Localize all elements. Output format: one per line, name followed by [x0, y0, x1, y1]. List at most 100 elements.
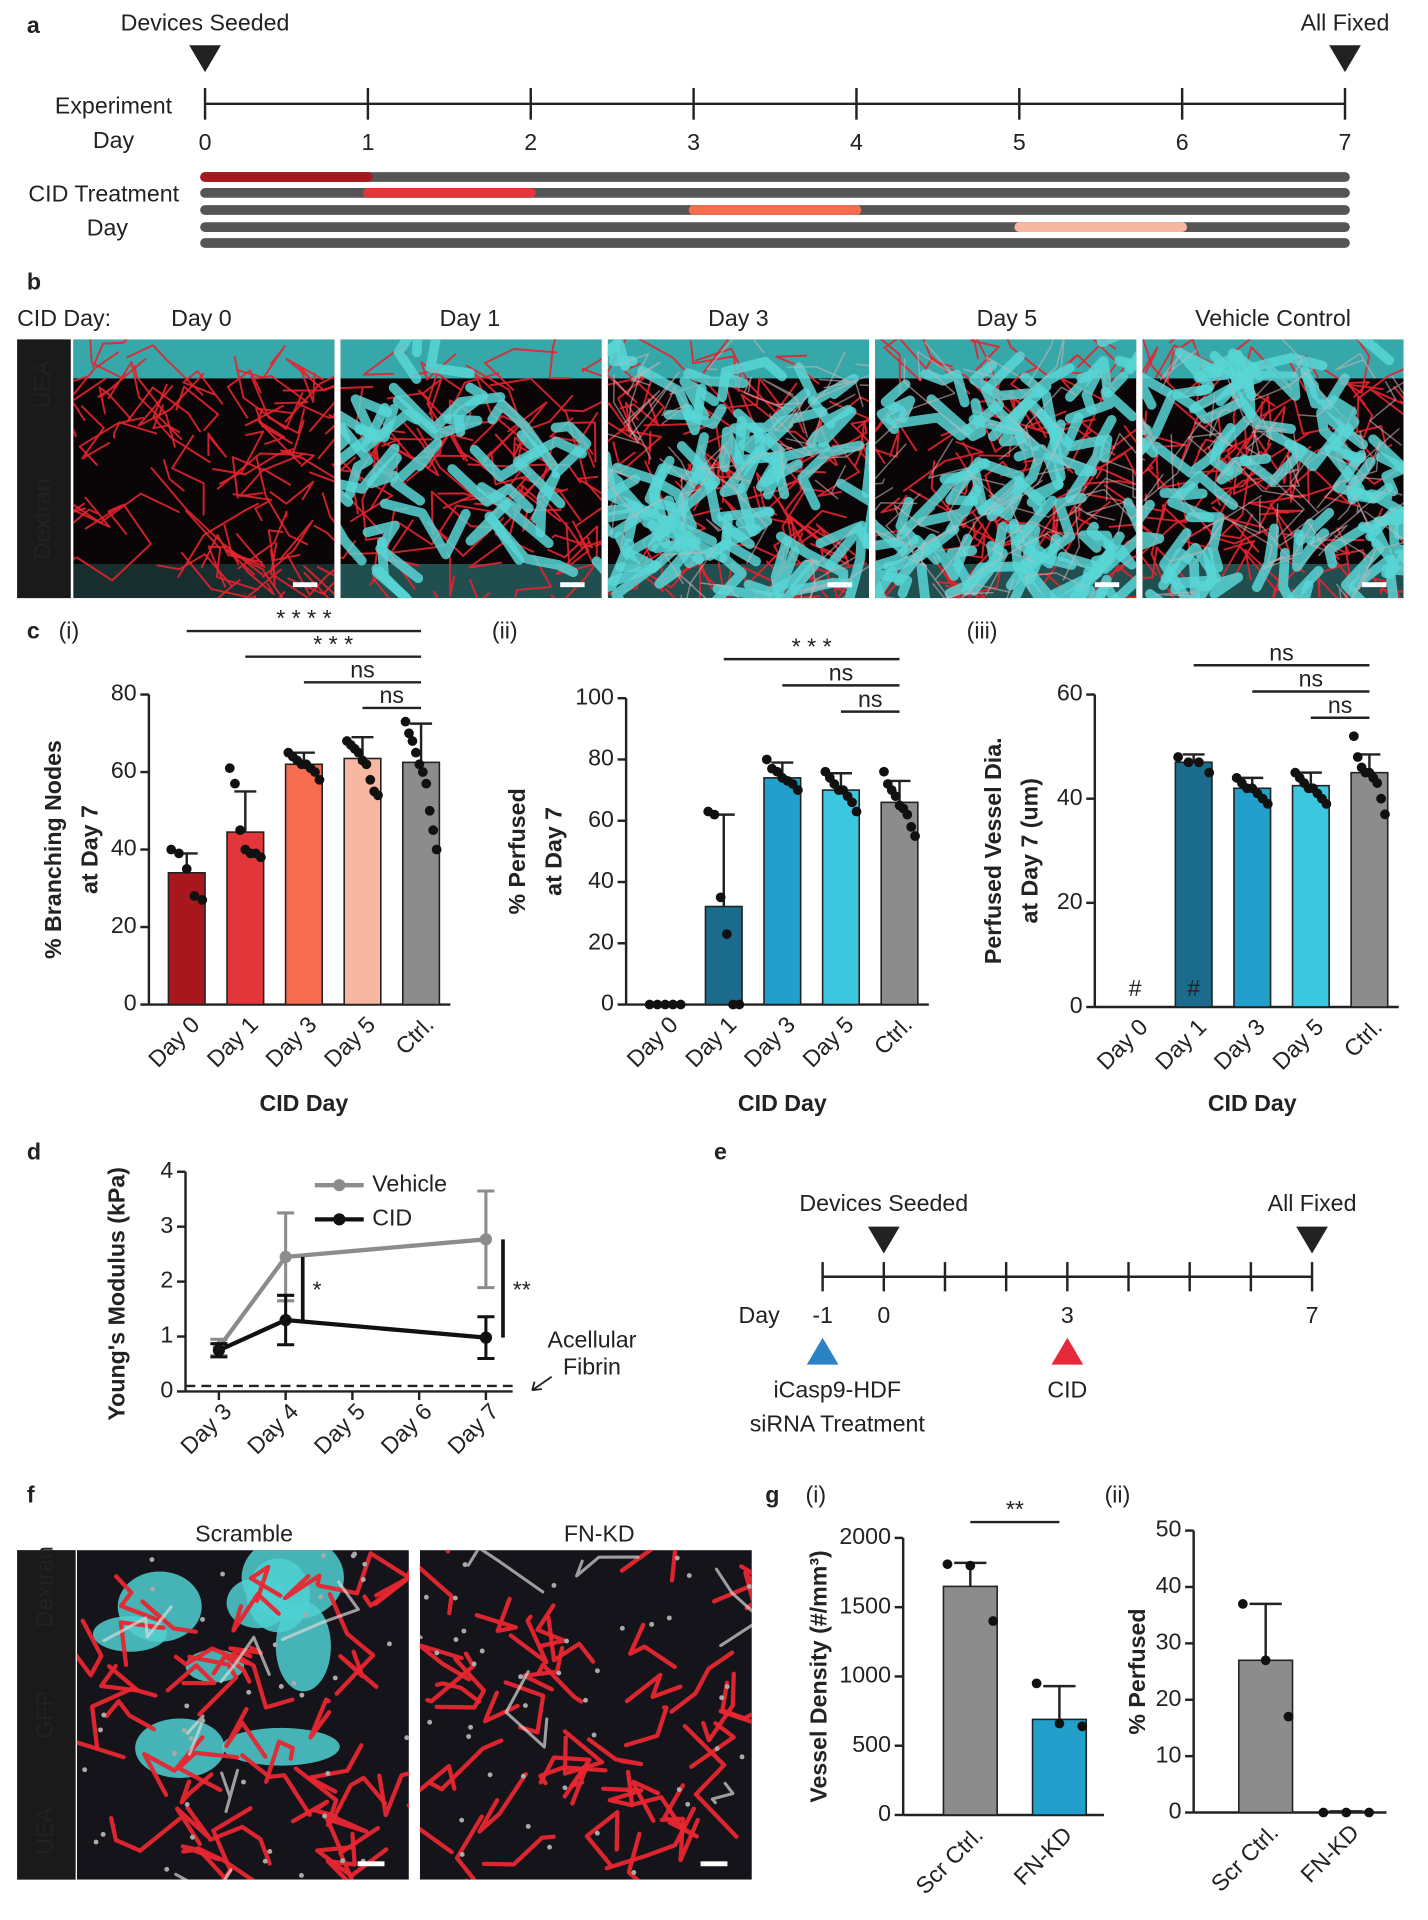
vessel [1168, 339, 1203, 406]
vessel [76, 1618, 104, 1678]
vessel [469, 579, 479, 599]
vessel [286, 553, 335, 596]
vessel [785, 393, 856, 446]
vessel [1105, 432, 1137, 502]
row-label: CID Day: [17, 305, 111, 331]
data-point [851, 806, 862, 817]
significance-label: * * * [792, 633, 832, 659]
vessel [932, 583, 1011, 599]
vessel [1324, 444, 1366, 505]
nucleus [434, 1650, 440, 1656]
vessel [1368, 434, 1404, 497]
vessel [752, 486, 792, 525]
vessel [1187, 432, 1222, 458]
vessel [680, 472, 685, 527]
vessel [73, 496, 111, 528]
data-point [1283, 1711, 1294, 1722]
vessel [1159, 482, 1208, 501]
y-tick-label: 0 [1070, 992, 1083, 1018]
y-axis-label: at Day 7 [77, 805, 103, 894]
vessel [309, 471, 335, 483]
vessel [678, 573, 707, 599]
start-label: Devices Seeded [799, 1190, 968, 1216]
vessel [1086, 521, 1137, 570]
vessel [1189, 440, 1247, 474]
vessel [1009, 518, 1077, 572]
vessel [899, 339, 927, 370]
bar [821, 789, 861, 1006]
dextran-band [73, 339, 335, 379]
significance-label: ns [1299, 666, 1323, 692]
vessel [988, 414, 1029, 438]
vessel [366, 452, 402, 489]
vessel [1010, 486, 1087, 539]
vessel [1296, 363, 1332, 417]
vessel [623, 390, 661, 460]
vessel [244, 404, 284, 427]
vessel [786, 365, 851, 383]
data-point [361, 759, 372, 770]
vessel [504, 1670, 549, 1749]
nucleus [164, 1866, 170, 1872]
data-point [1193, 757, 1204, 768]
data-point [906, 821, 917, 832]
vessel [373, 1568, 409, 1606]
column-label: FN-KD [564, 1521, 635, 1547]
vessel [733, 408, 790, 500]
bar [1233, 787, 1272, 1008]
vessel [468, 508, 518, 569]
vessel [710, 1781, 735, 1805]
y-tick-label: 4 [160, 1157, 173, 1183]
bar [1174, 761, 1213, 1008]
vessel [1356, 488, 1403, 514]
column-label: Day 5 [977, 305, 1038, 331]
nucleus [423, 1594, 429, 1600]
data-point [1031, 1678, 1042, 1689]
vessel [575, 506, 602, 547]
bar [1031, 1718, 1088, 1816]
vessel [669, 1650, 735, 1714]
vessel [182, 370, 224, 405]
y-tick-label: 0 [1169, 1798, 1182, 1824]
vessel [700, 582, 740, 599]
vessel [1251, 396, 1331, 435]
data-point [479, 1331, 493, 1344]
data-point [314, 774, 325, 785]
micrograph [1142, 339, 1404, 599]
significance-label: * * * [313, 631, 353, 657]
vessel [619, 1550, 678, 1583]
vessel [1014, 547, 1115, 599]
vessel [195, 1846, 256, 1880]
vessel [140, 1599, 198, 1634]
vessel [73, 351, 119, 402]
vessel [631, 361, 661, 386]
vessel [809, 556, 857, 599]
vessel [173, 1646, 250, 1667]
vessel [303, 565, 335, 599]
column-label: Vehicle Control [1195, 305, 1351, 331]
vessel [716, 506, 774, 522]
panel-letter: b [27, 268, 41, 294]
vessel [1114, 355, 1137, 371]
panel-sublabel: (ii) [1105, 1482, 1131, 1508]
column-label: Scramble [195, 1521, 293, 1547]
nucleus [686, 1573, 692, 1578]
vessel [174, 1805, 212, 1847]
vessel [114, 1574, 160, 1622]
vessel [297, 403, 335, 419]
vessel [916, 341, 954, 381]
vessel [706, 339, 765, 371]
stain-strip [17, 1550, 76, 1880]
nucleus [594, 1668, 600, 1674]
vessel [607, 538, 635, 593]
vessel [369, 538, 380, 586]
vessel [257, 420, 302, 465]
y-tick-label: 500 [852, 1731, 891, 1757]
significance-label: ns [1269, 639, 1293, 665]
fixed-marker [1296, 1226, 1328, 1254]
vessel [269, 549, 301, 573]
annotation: # [1129, 975, 1142, 1001]
vessel [1145, 546, 1218, 599]
nucleus [522, 1703, 528, 1708]
data-point [400, 716, 411, 727]
